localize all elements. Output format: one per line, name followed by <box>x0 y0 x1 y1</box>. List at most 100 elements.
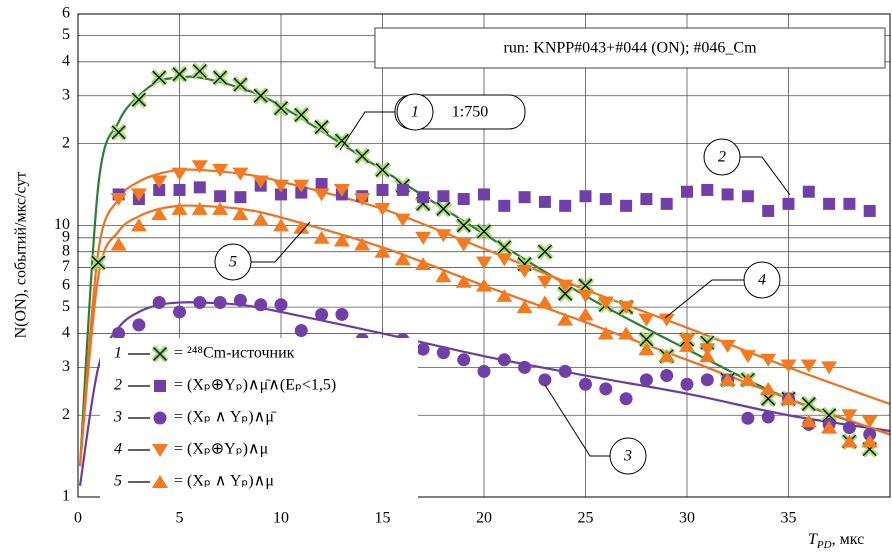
marker-tri-up <box>800 414 817 428</box>
marker-tri-down <box>861 415 878 429</box>
marker-x-line <box>131 92 146 107</box>
y-tick-label: 2 <box>62 406 70 423</box>
marker-x <box>130 91 148 109</box>
marker-circle <box>700 373 714 387</box>
marker-tri-down <box>354 193 371 207</box>
marker-tri-down <box>638 313 655 327</box>
marker-tri-up <box>152 475 168 488</box>
marker-tri-down <box>618 301 635 315</box>
marker-circle <box>842 421 856 435</box>
marker-circle <box>254 298 268 312</box>
marker-x-line <box>294 107 309 122</box>
marker-tri-down <box>516 264 533 278</box>
marker-square <box>153 183 166 196</box>
legend-id: 3 <box>113 409 122 426</box>
marker-circle <box>213 296 227 310</box>
marker-square <box>863 204 876 217</box>
legend-label: = ²⁴⁸Cm-источник <box>174 345 295 362</box>
marker-tri-up <box>841 434 858 448</box>
marker-tri-up <box>739 372 756 386</box>
marker-x <box>191 62 209 80</box>
marker-x-line <box>822 408 837 423</box>
marker-tri-down <box>152 444 168 457</box>
y-tick-label: 4 <box>62 53 70 70</box>
x-tick-label: 15 <box>375 510 391 527</box>
marker-square <box>681 185 693 198</box>
marker-x <box>272 99 290 117</box>
marker-circle <box>193 296 207 310</box>
marker-x-line <box>436 201 451 216</box>
marker-tri-up <box>638 342 655 356</box>
callout-leader <box>339 111 397 151</box>
marker-tri-up <box>415 257 432 271</box>
marker-square <box>214 190 227 203</box>
x-label-symbol: T <box>808 531 818 548</box>
marker-x <box>637 331 655 348</box>
marker-circle <box>477 364 491 378</box>
callout-leader <box>664 279 744 319</box>
marker-circle <box>497 353 511 367</box>
y-tick-label: 2 <box>62 134 70 151</box>
marker-x <box>211 69 229 87</box>
marker-tri-down <box>171 167 188 181</box>
info-text: run: KNPP#043+#044 (ON); #046_Cm <box>503 40 757 57</box>
legend-id: 1 <box>114 345 122 362</box>
marker-tri-up <box>212 201 229 215</box>
marker-x-line <box>153 347 167 361</box>
marker-tri-down <box>496 253 513 267</box>
marker-tri-up <box>760 381 777 395</box>
marker-tri-down <box>333 183 350 197</box>
marker-square <box>843 197 856 210</box>
marker-tri-down <box>435 229 452 243</box>
x-label-unit: , мкс <box>832 531 865 548</box>
marker-circle <box>579 377 592 391</box>
y-tick-label: 5 <box>62 298 70 315</box>
marker-circle <box>639 373 653 387</box>
marker-tri-down <box>739 350 756 364</box>
marker-circle <box>233 293 247 307</box>
marker-tri-down <box>212 163 229 177</box>
marker-x-line <box>152 70 167 85</box>
marker-tri-up <box>354 237 371 251</box>
marker-tri-up <box>658 349 675 363</box>
marker-square <box>802 185 815 198</box>
marker-square <box>518 191 531 204</box>
marker-tri-up <box>618 326 635 340</box>
marker-circle <box>335 307 349 321</box>
legend-id: 5 <box>114 473 122 490</box>
marker-tri-up <box>435 269 452 283</box>
marker-tri-down <box>110 193 127 207</box>
marker-tri-up <box>130 218 147 232</box>
marker-x-line <box>91 255 106 270</box>
callout-leader <box>740 156 791 196</box>
marker-tri-up <box>273 218 289 232</box>
marker-x <box>150 69 168 87</box>
marker-tri-down <box>760 353 777 367</box>
marker-square <box>275 188 287 201</box>
marker-x-line <box>537 244 552 259</box>
marker-circle <box>436 346 450 360</box>
marker-tri-up <box>597 326 614 340</box>
marker-square <box>660 197 673 210</box>
marker-tri-down <box>455 238 472 252</box>
marker-square <box>701 183 714 196</box>
marker-tri-up <box>861 434 878 448</box>
scale-note: 1:750 <box>452 104 488 121</box>
callout-circle <box>703 138 741 176</box>
marker-tri-down <box>232 167 249 181</box>
marker-tri-up <box>252 212 269 226</box>
marker-square <box>620 199 633 212</box>
marker-circle <box>457 353 471 367</box>
legend-label: = (Xₚ⊕Yₚ)∧μ̄∧(Eₚ<1,5) <box>174 377 336 394</box>
marker-tri-up <box>476 278 492 292</box>
x-tick-label: 20 <box>476 510 492 527</box>
marker-x <box>292 106 310 124</box>
marker-circle <box>619 392 633 406</box>
callout-circle <box>609 437 647 475</box>
marker-tri-down <box>719 339 736 353</box>
marker-x-line <box>558 286 573 301</box>
marker-tri-down <box>252 175 269 189</box>
marker-tri-up <box>455 274 472 288</box>
x-tick-label: 25 <box>578 510 594 527</box>
legend-id: 4 <box>114 441 122 458</box>
